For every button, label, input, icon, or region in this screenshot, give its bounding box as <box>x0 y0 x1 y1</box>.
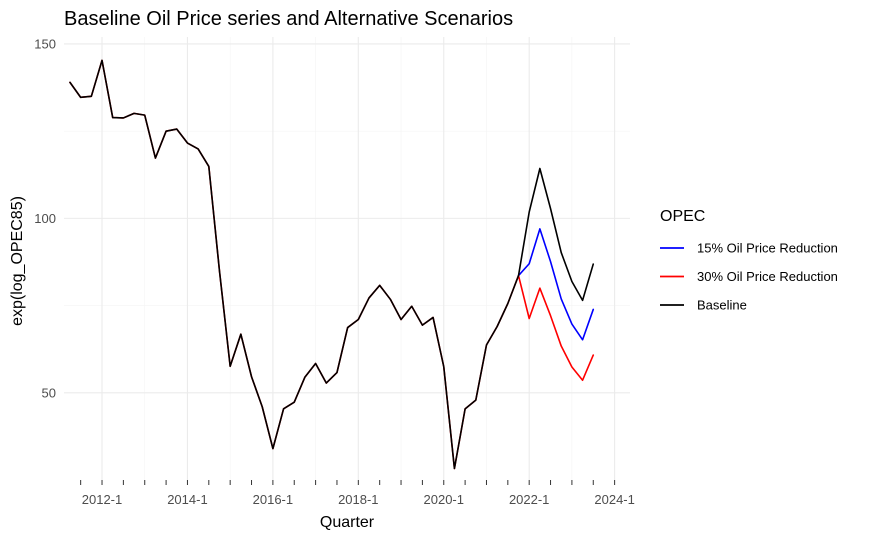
y-tick-label: 150 <box>34 36 56 51</box>
x-tick-label: 2014-1 <box>167 492 207 507</box>
series-line-baseline <box>69 59 595 470</box>
series-line-15-oil-price-reduction <box>517 228 595 341</box>
series-line-30-oil-price-reduction <box>69 59 595 470</box>
x-tick-label: 2020-1 <box>424 492 464 507</box>
x-tick-label: 2012-1 <box>82 492 122 507</box>
legend-label-30-oil-price-reduction: 30% Oil Price Reduction <box>697 269 838 284</box>
x-tick-label: 2022-1 <box>509 492 549 507</box>
x-tick-label: 2016-1 <box>253 492 293 507</box>
series-lines <box>69 59 595 470</box>
legend-label-baseline: Baseline <box>697 298 747 313</box>
x-axis-title: Quarter <box>320 514 375 531</box>
y-axis-title: exp(log_OPEC85) <box>9 196 26 326</box>
y-tick-label: 50 <box>42 385 56 400</box>
x-tick-label: 2024-1 <box>594 492 634 507</box>
chart-title: Baseline Oil Price series and Alternativ… <box>64 8 513 30</box>
legend-title: OPEC <box>660 208 705 225</box>
x-axis: 2012-1 2014-1 2016-1 2018-1 2020-1 2022-1 2024… <box>80 480 635 507</box>
legend-label-15-oil-price-reduction: 15% Oil Price Reduction <box>697 241 838 256</box>
x-tick-label: 2018-1 <box>338 492 378 507</box>
legend: OPEC 15% Oil Price Reduction 30% Oil Pric… <box>660 208 838 313</box>
y-axis: 50 100 150 <box>34 36 56 400</box>
y-tick-label: 100 <box>34 211 56 226</box>
chart-grid <box>64 37 630 480</box>
